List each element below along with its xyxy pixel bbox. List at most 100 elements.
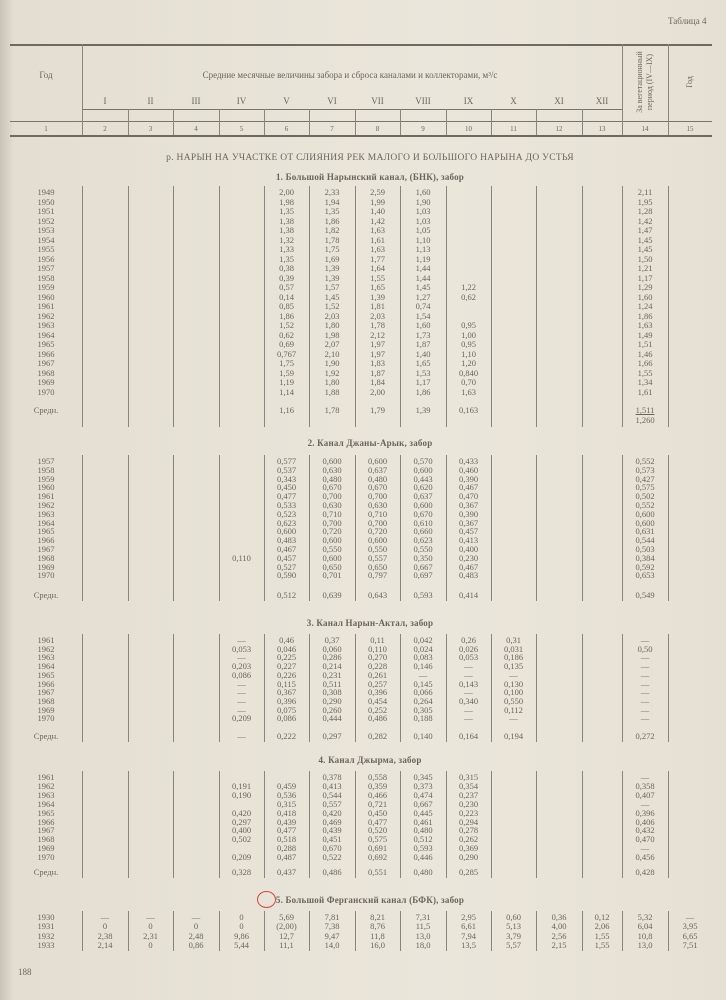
data-cell: 1,99	[370, 196, 385, 207]
data-cell: 0,570	[413, 456, 433, 466]
data-cell: 0,46	[279, 635, 294, 645]
data-cell: 0,700	[322, 491, 342, 502]
data-cell: 6,61	[461, 921, 476, 932]
data-cell: 0,511	[322, 678, 342, 689]
mean-cell: 0,480	[413, 867, 433, 877]
data-cell: 0,577	[276, 456, 297, 466]
data-cell: 0,083	[413, 652, 433, 663]
column-divider	[219, 771, 220, 878]
data-cell: —	[237, 652, 246, 663]
data-cell: (2,00)	[276, 921, 297, 932]
data-cell: 7,94	[461, 930, 476, 941]
column-divider	[219, 911, 220, 951]
row-year: 1963	[37, 652, 55, 663]
column-number: 5	[239, 125, 244, 133]
data-cell: 0,264	[413, 695, 433, 706]
year-header: Год	[39, 70, 53, 80]
data-cell: —	[640, 635, 650, 645]
data-cell: 0,454	[367, 695, 388, 706]
data-cell: 0,390	[458, 473, 479, 484]
data-cell: 0,650	[367, 561, 388, 572]
data-cell: 1,29	[637, 282, 653, 292]
data-cell: 1,86	[415, 386, 431, 397]
data-cell: 2,14	[97, 940, 113, 951]
data-cell: 0,400	[231, 825, 252, 836]
data-cell: 1,80	[324, 320, 340, 330]
row-year: 1957	[37, 263, 55, 273]
data-cell: 2,59	[370, 187, 385, 197]
data-cell: 0,406	[635, 816, 655, 827]
data-cell: —	[237, 635, 246, 645]
data-cell: 0,720	[367, 526, 388, 537]
data-cell: 18,0	[415, 940, 431, 951]
data-cell: 0,400	[458, 544, 479, 554]
data-cell: 0,691	[367, 843, 388, 854]
data-cell: 1,39	[370, 291, 385, 302]
column-divider	[355, 771, 356, 878]
column-divider	[491, 634, 492, 742]
column-number: 7	[330, 125, 334, 133]
data-cell: 0,373	[413, 780, 433, 791]
data-cell: 0,600	[367, 456, 388, 466]
data-cell: 1,60	[415, 320, 431, 330]
data-cell: 0,592	[635, 561, 655, 572]
column-number: 8	[375, 125, 380, 133]
data-cell: 8,21	[370, 912, 385, 922]
data-cell: 1,98	[324, 329, 340, 340]
column-divider	[536, 911, 537, 951]
data-cell: 0,550	[367, 544, 388, 554]
data-cell: 0,502	[231, 834, 252, 845]
month-header-VII: VII	[371, 96, 384, 106]
data-cell: 0,135	[503, 661, 524, 672]
column-number: 15	[686, 125, 694, 133]
data-cell: 0,57	[279, 282, 294, 292]
mean-cell: 0,593	[413, 590, 433, 600]
data-cell: 1,60	[637, 291, 653, 302]
data-cell: 0,610	[413, 517, 433, 528]
data-cell: 0	[102, 921, 108, 932]
data-cell: 0,456	[635, 852, 655, 863]
data-cell: 0,710	[367, 508, 388, 519]
row-year: 1931	[37, 921, 55, 932]
data-cell: 0,396	[635, 807, 655, 818]
data-cell: 0,457	[276, 552, 297, 563]
data-cell: 0,637	[367, 464, 388, 475]
data-cell: 0,550	[413, 544, 433, 554]
data-cell: 0,600	[322, 535, 342, 546]
data-cell: 0,470	[635, 834, 655, 845]
data-cell: 1,81	[370, 301, 385, 311]
header-column-divider	[582, 109, 583, 135]
data-cell: 0,575	[635, 482, 655, 493]
data-cell: 1,75	[324, 244, 340, 254]
column-divider	[668, 771, 669, 878]
data-cell: 1,20	[461, 358, 476, 368]
data-cell: —	[191, 912, 201, 922]
data-cell: 0,288	[276, 843, 297, 854]
column-divider	[582, 911, 583, 951]
data-cell: 0,450	[276, 482, 297, 493]
data-cell: 0,720	[322, 526, 342, 537]
data-cell: 1,17	[637, 272, 653, 283]
data-cell: 0,39	[279, 272, 294, 283]
data-cell: 0,444	[322, 713, 342, 724]
data-cell: 1,55	[594, 940, 610, 951]
data-cell: 0,143	[458, 678, 479, 689]
data-cell: 0,261	[367, 669, 388, 680]
data-cell: 1,44	[415, 272, 431, 283]
data-cell: 0,670	[413, 508, 433, 519]
data-cell: —	[146, 912, 155, 922]
header-column-divider	[355, 109, 356, 135]
data-cell: 0,413	[322, 780, 342, 791]
column-divider	[82, 634, 83, 742]
column-divider	[355, 911, 356, 951]
data-cell: 1,45	[637, 244, 653, 254]
month-header-XII: XII	[595, 96, 609, 106]
data-cell: 1,49	[637, 329, 653, 340]
data-cell: 1,94	[324, 196, 340, 207]
data-cell: 0,467	[458, 561, 479, 572]
mean-cell: 0,428	[635, 867, 655, 877]
data-cell: 2,10	[324, 348, 340, 359]
data-cell: 0,407	[635, 789, 655, 800]
row-year: 1962	[37, 780, 55, 791]
data-cell: —	[509, 713, 518, 724]
